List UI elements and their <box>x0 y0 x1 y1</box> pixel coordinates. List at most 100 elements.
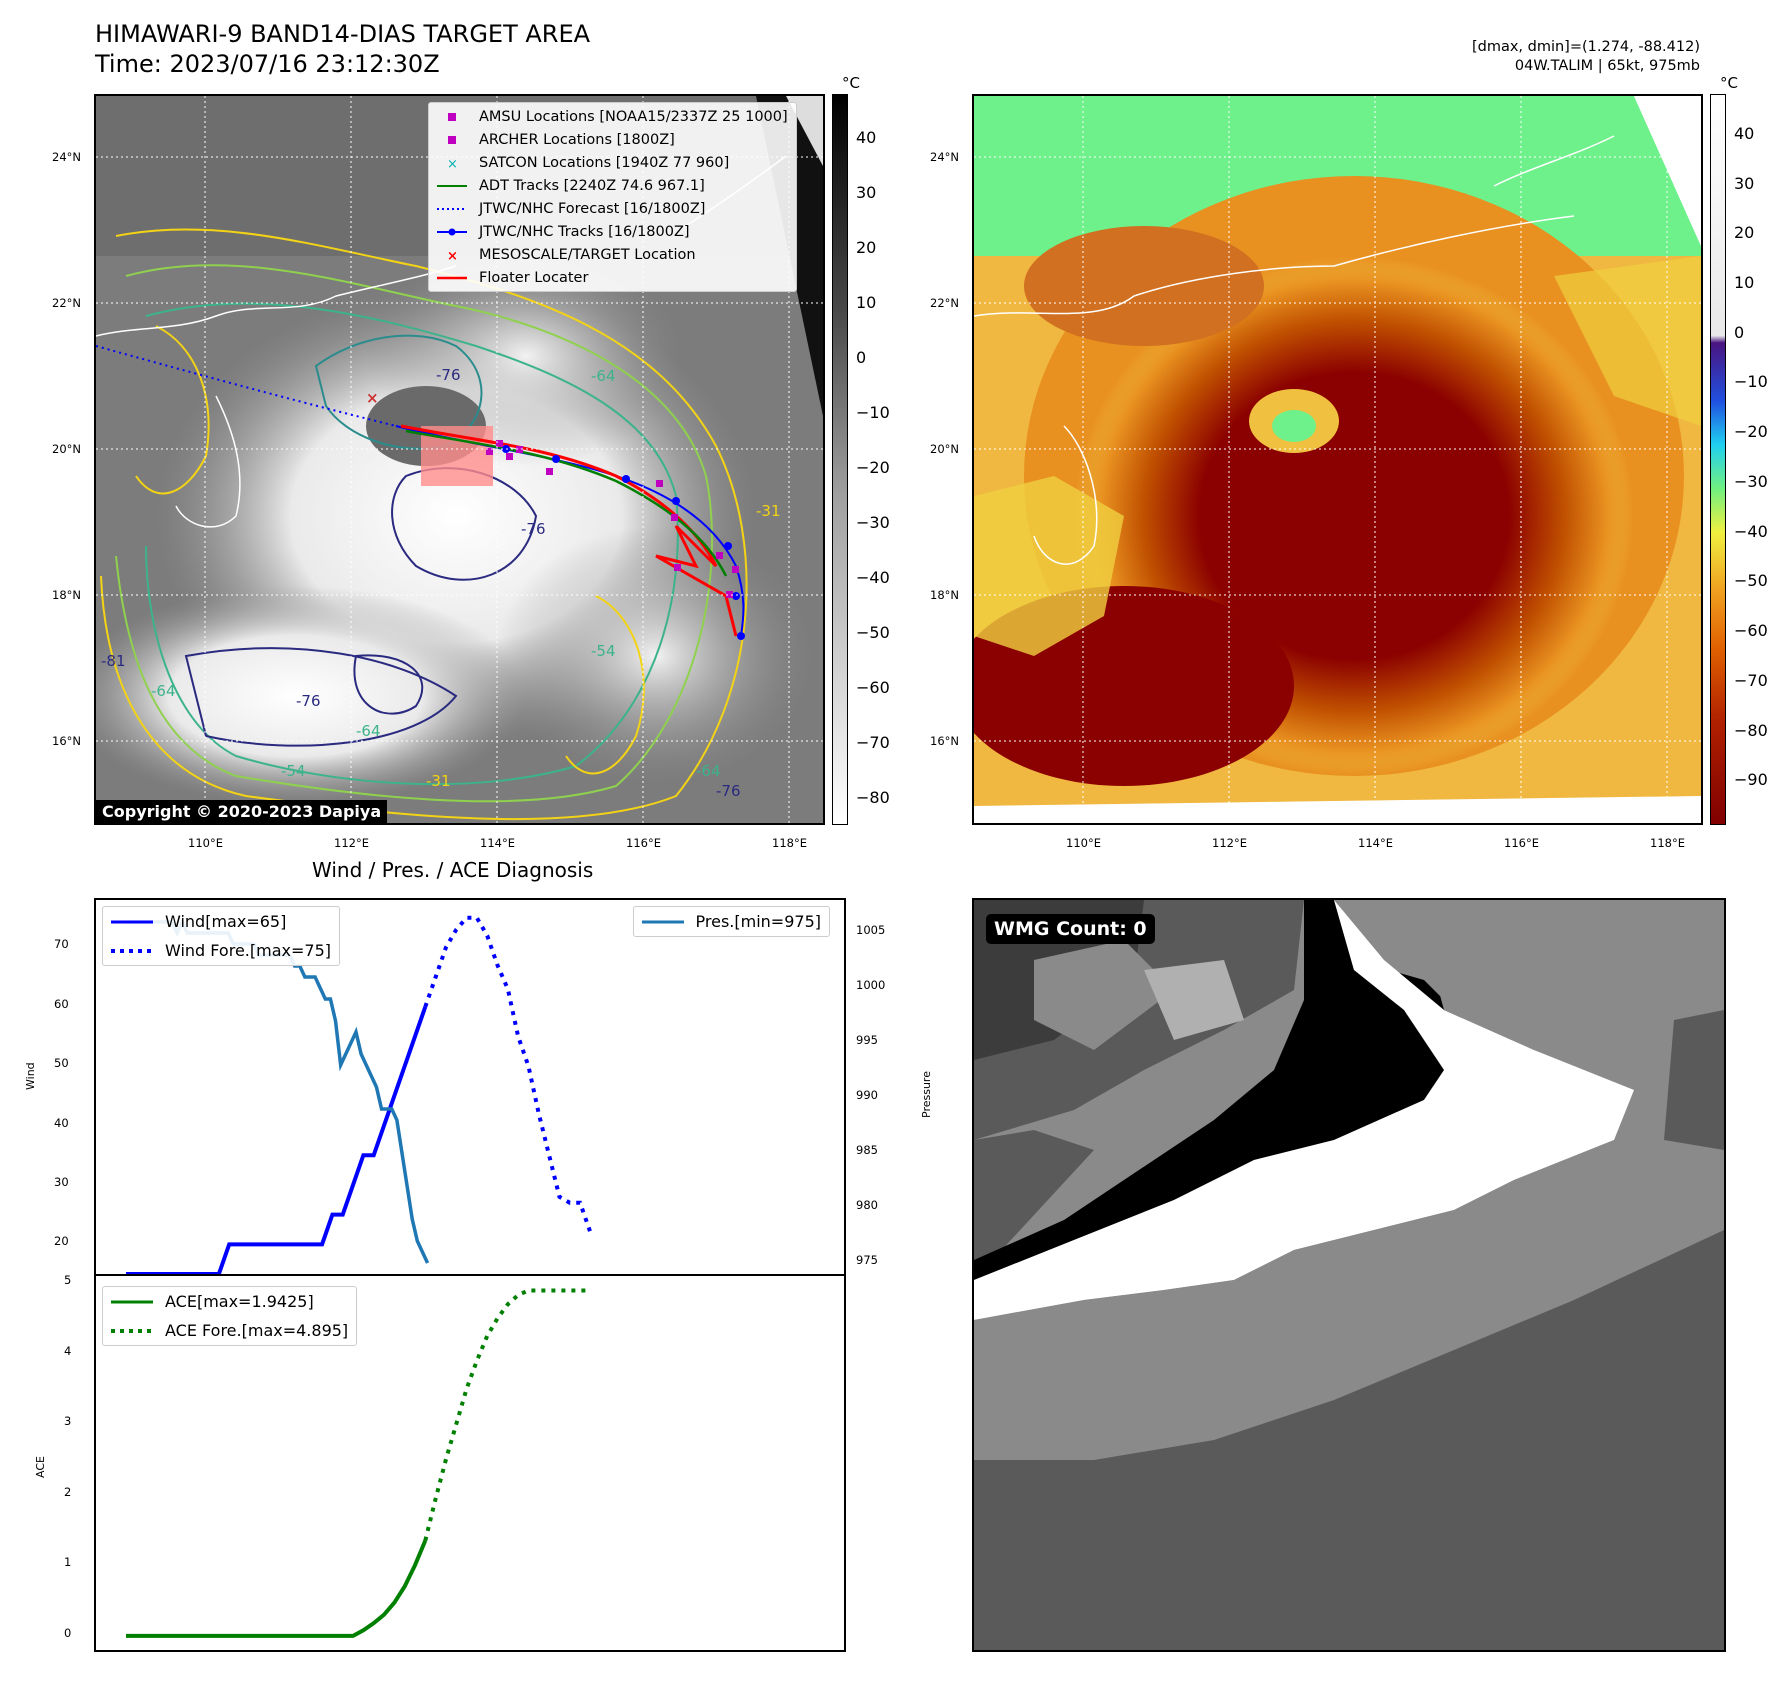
contour-label: -76 <box>296 692 321 710</box>
colorbar-tick-label: −70 <box>1734 670 1768 690</box>
pressure-tick-label: 975 <box>856 1253 878 1267</box>
legend-adt: ADT Tracks [2240Z 74.6 967.1] <box>437 177 705 194</box>
wind-tick-label: 30 <box>54 1174 69 1189</box>
lon-label: 116°E <box>626 836 661 850</box>
legend-ace-fore: ACE Fore.[max=4.895] <box>111 1321 349 1340</box>
wind-tick-label: 60 <box>54 996 69 1011</box>
colorbar-tick-label: −30 <box>856 512 890 532</box>
enhanced-colorbar <box>1710 94 1726 825</box>
lon-label: 114°E <box>480 836 515 850</box>
legend-ace: ACE[max=1.9425] <box>111 1292 314 1311</box>
colorbar-tick-label: 40 <box>856 127 877 147</box>
legend-mesoscale: × MESOSCALE/TARGET Location <box>447 246 696 263</box>
ace-tick-label: 0 <box>64 1625 72 1640</box>
lat-label: 24°N <box>930 150 959 164</box>
lon-label: 112°E <box>334 836 369 850</box>
colorbar-tick-label: −80 <box>856 787 890 807</box>
lat-label: 16°N <box>930 734 959 748</box>
legend-jtwc-tracks: JTWC/NHC Tracks [16/1800Z] <box>429 220 796 243</box>
color-map-panel <box>972 94 1703 825</box>
lat-label: 24°N <box>52 150 81 164</box>
colorbar-tick-label: −60 <box>856 677 890 697</box>
colorbar-tick-label: −50 <box>856 622 890 642</box>
wmg-panel: WMG Count: 0 <box>972 898 1726 1652</box>
ace-panel: ACE[max=1.9425] ACE Fore.[max=4.895] <box>94 1274 846 1652</box>
ace-tick-label: 4 <box>64 1343 72 1358</box>
legend-amsu: AMSU Locations [NOAA15/2337Z 25 1000] <box>429 105 796 128</box>
lon-label: 110°E <box>1066 836 1101 850</box>
lon-label: 112°E <box>1212 836 1247 850</box>
colorbar-tick-label: −80 <box>1734 720 1768 740</box>
legend-jtwc-forecast: JTWC/NHC Forecast [16/1800Z] <box>437 200 706 217</box>
colorbar-tick-label: 10 <box>1734 272 1755 292</box>
ace-forecast-line <box>423 1288 591 1542</box>
colorbar-tick-label: −40 <box>1734 521 1768 541</box>
lat-label: 20°N <box>930 442 959 456</box>
map-legend: AMSU Locations [NOAA15/2337Z 25 1000] AR… <box>428 102 797 292</box>
colorbar-tick-label: 30 <box>856 182 877 202</box>
legend-wind: Wind[max=65] <box>111 912 287 931</box>
pressure-tick-label: 1005 <box>856 923 886 937</box>
contour-label: -76 <box>521 520 546 538</box>
pressure-tick-label: 995 <box>856 1033 878 1047</box>
lon-label: 110°E <box>188 836 223 850</box>
colorbar-tick-label: 30 <box>1734 173 1755 193</box>
wind-forecast-line <box>423 915 593 1234</box>
lon-label: 118°E <box>1650 836 1685 850</box>
colorbar-tick-label: −30 <box>1734 471 1768 491</box>
wmg-count-label: WMG Count: 0 <box>986 914 1155 944</box>
lat-label: 16°N <box>52 734 81 748</box>
colorbar-tick-label: −60 <box>1734 621 1768 641</box>
colorbar-tick-label: −90 <box>1734 770 1768 790</box>
colorbar-tick-label: −40 <box>856 567 890 587</box>
contour-label: -64 <box>591 367 616 385</box>
grayscale-colorbar <box>832 94 848 825</box>
wind-tick-label: 20 <box>54 1234 69 1249</box>
lat-label: 22°N <box>52 296 81 310</box>
ir-map-panel: × -76 -64 -76 -76 -64 -54 -31 -81 -64 -5… <box>94 94 825 825</box>
contour-label: -76 <box>436 366 461 384</box>
copyright-label: Copyright © 2020-2023 Dapiya <box>96 800 388 823</box>
wind-legend: Wind[max=65] Wind Fore.[max=75] <box>102 906 340 966</box>
svg-text:×: × <box>366 389 379 407</box>
wmg-image <box>974 900 1724 1650</box>
diagnosis-title: Wind / Pres. / ACE Diagnosis <box>312 858 594 882</box>
colorbar-tick-label: 10 <box>856 292 877 312</box>
contour-label: -64 <box>696 762 721 780</box>
lon-label: 114°E <box>1358 836 1393 850</box>
ace-tick-label: 1 <box>64 1555 72 1570</box>
contour-label: -64 <box>151 682 176 700</box>
ace-ylabel: ACE <box>34 1456 47 1478</box>
colorbar-tick-label: −70 <box>856 732 890 752</box>
contour-label: -54 <box>281 762 306 780</box>
pressure-tick-label: 1000 <box>856 978 886 992</box>
wind-tick-label: 50 <box>54 1056 69 1071</box>
colorbar-unit: °C <box>842 74 860 92</box>
legend-wind-fore: Wind Fore.[max=75] <box>111 941 331 960</box>
legend-floater: Floater Locater <box>437 269 589 286</box>
legend-satcon: × SATCON Locations [1940Z 77 960] <box>447 154 730 171</box>
svg-text:×: × <box>447 157 458 169</box>
colorbar-tick-label: 20 <box>1734 223 1755 243</box>
ace-tick-label: 3 <box>64 1414 72 1429</box>
svg-text:×: × <box>447 249 458 261</box>
legend-pressure: Pres.[min=975] <box>641 912 821 931</box>
colorbar-tick-label: −10 <box>856 402 890 422</box>
lon-label: 118°E <box>772 836 807 850</box>
lat-label: 18°N <box>930 588 959 602</box>
contour-label: -54 <box>591 642 616 660</box>
colorbar-tick-label: 0 <box>1734 322 1745 342</box>
ace-tick-label: 5 <box>64 1273 72 1288</box>
contour-label: -31 <box>426 772 451 790</box>
figure-time: Time: 2023/07/16 23:12:30Z <box>95 50 440 78</box>
contour-label: -76 <box>716 782 741 800</box>
lon-label: 116°E <box>1504 836 1539 850</box>
wind-series-line <box>126 1006 428 1274</box>
pressure-tick-label: 985 <box>856 1143 878 1157</box>
pressure-series-line <box>126 917 430 1264</box>
colorbar-tick-label: −50 <box>1734 571 1768 591</box>
lat-label: 22°N <box>930 296 959 310</box>
colorbar-tick-label: −10 <box>1734 372 1768 392</box>
stats-text: [dmax, dmin]=(1.274, -88.412) <box>1471 39 1700 55</box>
ace-plot <box>126 1288 591 1638</box>
